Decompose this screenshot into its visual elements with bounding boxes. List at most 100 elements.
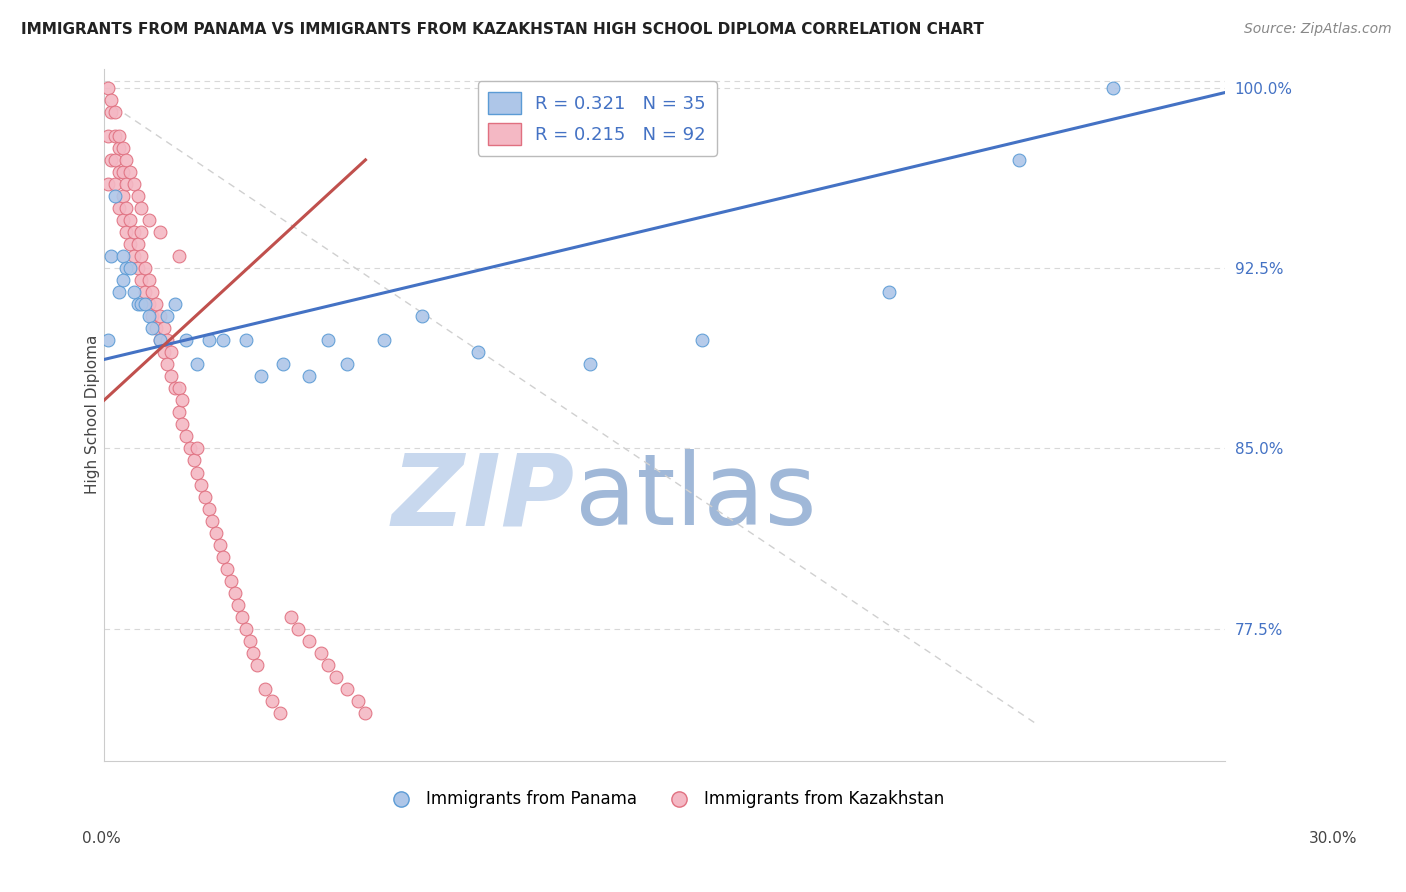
Point xyxy=(115,225,138,239)
Point xyxy=(163,297,186,311)
Point xyxy=(156,309,179,323)
Point xyxy=(120,213,142,227)
Point xyxy=(231,609,253,624)
Point xyxy=(122,225,145,239)
Text: ZIP: ZIP xyxy=(392,450,575,547)
Point xyxy=(108,141,131,155)
Point xyxy=(115,261,138,276)
Point xyxy=(127,237,149,252)
Point xyxy=(156,357,179,371)
Point xyxy=(467,345,489,359)
Point xyxy=(111,189,134,203)
Point xyxy=(122,285,145,300)
Point xyxy=(298,369,321,384)
Point xyxy=(122,177,145,191)
Point xyxy=(129,249,152,263)
Point xyxy=(111,249,134,263)
Point xyxy=(224,586,246,600)
Point xyxy=(152,321,174,335)
Point xyxy=(138,309,160,323)
Point xyxy=(877,285,900,300)
Point xyxy=(120,237,142,252)
Point xyxy=(336,357,359,371)
Point xyxy=(108,128,131,143)
Point xyxy=(172,393,194,408)
Point xyxy=(219,574,242,588)
Y-axis label: High School Diploma: High School Diploma xyxy=(86,335,100,494)
Point xyxy=(100,153,122,167)
Point xyxy=(316,333,339,347)
Point xyxy=(129,297,152,311)
Point xyxy=(129,225,152,239)
Point xyxy=(115,201,138,215)
Point xyxy=(111,165,134,179)
Point xyxy=(186,357,208,371)
Point xyxy=(152,345,174,359)
Point xyxy=(246,657,269,672)
Point xyxy=(1008,153,1031,167)
Point xyxy=(298,633,321,648)
Point xyxy=(179,442,201,456)
Point xyxy=(149,225,172,239)
Point xyxy=(280,609,302,624)
Point xyxy=(217,562,239,576)
Point xyxy=(127,261,149,276)
Point xyxy=(104,104,127,119)
Point xyxy=(160,369,183,384)
Point xyxy=(287,622,309,636)
Point xyxy=(197,333,219,347)
Point xyxy=(111,273,134,287)
Point xyxy=(309,646,332,660)
Point xyxy=(141,285,163,300)
Point xyxy=(134,261,156,276)
Point xyxy=(183,453,205,467)
Point xyxy=(120,261,142,276)
Point xyxy=(149,333,172,347)
Point xyxy=(156,333,179,347)
Point xyxy=(134,285,156,300)
Point xyxy=(100,93,122,107)
Point xyxy=(239,633,262,648)
Legend: Immigrants from Panama, Immigrants from Kazakhstan: Immigrants from Panama, Immigrants from … xyxy=(378,784,950,815)
Point xyxy=(129,201,152,215)
Point xyxy=(242,646,264,660)
Point xyxy=(97,333,120,347)
Point xyxy=(174,429,197,443)
Point xyxy=(235,622,257,636)
Point xyxy=(138,297,160,311)
Point xyxy=(1101,80,1123,95)
Point xyxy=(145,297,167,311)
Point xyxy=(100,104,122,119)
Point xyxy=(129,273,152,287)
Point xyxy=(111,141,134,155)
Point xyxy=(174,333,197,347)
Point xyxy=(167,249,190,263)
Point xyxy=(172,417,194,432)
Point xyxy=(190,477,212,491)
Point xyxy=(104,153,127,167)
Point xyxy=(122,249,145,263)
Point xyxy=(167,405,190,419)
Point xyxy=(194,490,217,504)
Point xyxy=(145,321,167,335)
Point xyxy=(108,201,131,215)
Point xyxy=(347,694,370,708)
Point xyxy=(336,681,359,696)
Point xyxy=(104,177,127,191)
Point xyxy=(271,357,294,371)
Point xyxy=(205,525,228,540)
Point xyxy=(167,381,190,395)
Text: 30.0%: 30.0% xyxy=(1309,831,1357,846)
Text: 0.0%: 0.0% xyxy=(82,831,121,846)
Point xyxy=(97,177,120,191)
Point xyxy=(141,321,163,335)
Point xyxy=(149,333,172,347)
Point xyxy=(108,165,131,179)
Point xyxy=(100,249,122,263)
Point xyxy=(235,333,257,347)
Point xyxy=(108,285,131,300)
Point xyxy=(212,333,235,347)
Point xyxy=(141,309,163,323)
Point xyxy=(127,297,149,311)
Point xyxy=(115,153,138,167)
